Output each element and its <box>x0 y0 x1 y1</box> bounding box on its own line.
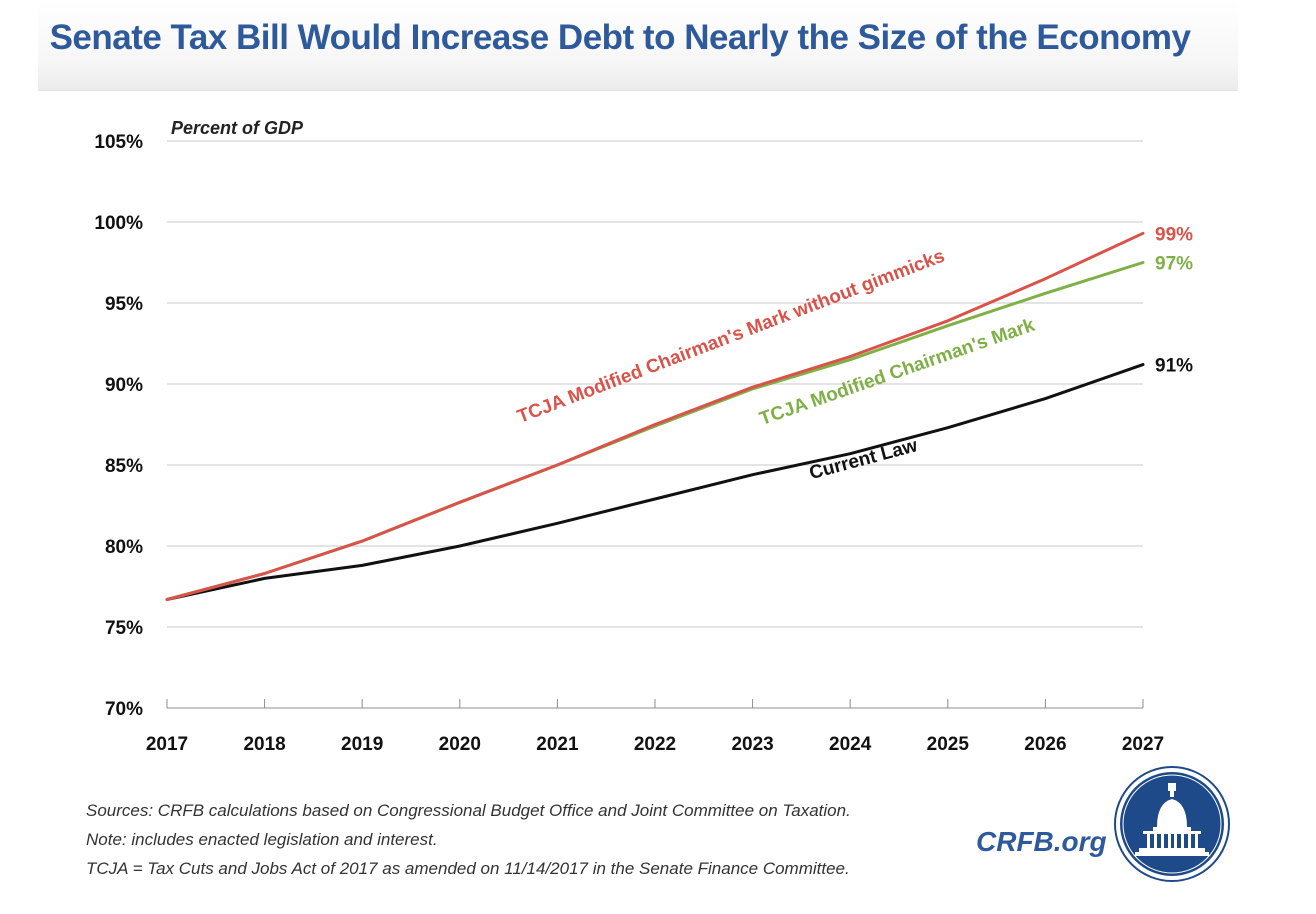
x-tick-label: 2025 <box>927 734 970 755</box>
y-tick-label: 85% <box>105 456 143 477</box>
footer-sources: Sources: CRFB calculations based on Cong… <box>86 801 851 820</box>
series-line <box>165 261 1145 601</box>
x-tick-label: 2023 <box>731 734 773 755</box>
x-tick-label: 2018 <box>243 734 285 755</box>
footer-notes: Sources: CRFB calculations based on Cong… <box>86 796 851 883</box>
y-tick-label: 100% <box>94 213 143 234</box>
x-tick-label: 2026 <box>1024 734 1066 755</box>
y-tick-label: 75% <box>105 618 143 639</box>
series-line <box>165 363 1145 601</box>
series-line <box>165 231 1145 601</box>
series-name-label: TCJA Modified Chairman's Mark without gi… <box>515 246 948 428</box>
capitol-dome-seal-icon <box>1114 766 1230 882</box>
x-tick-label: 2020 <box>439 734 481 755</box>
series-name-label: Current Law <box>807 435 920 484</box>
brand-link[interactable]: CRFB.org <box>976 826 1107 857</box>
x-tick-label: 2019 <box>341 734 383 755</box>
y-tick-label: 80% <box>105 537 143 558</box>
x-tick-label: 2024 <box>829 734 872 755</box>
y-tick-label: 90% <box>105 375 143 396</box>
y-tick-label: 105% <box>94 132 143 153</box>
chart-title: Senate Tax Bill Would Increase Debt to N… <box>49 18 1191 57</box>
y-axis-label: Percent of GDP <box>171 118 304 138</box>
x-tick-label: 2027 <box>1122 734 1164 755</box>
y-tick-label: 70% <box>105 699 143 720</box>
series-end-label: 99% <box>1155 224 1193 245</box>
x-tick-label: 2022 <box>634 734 676 755</box>
x-tick-label: 2017 <box>146 734 188 755</box>
y-tick-label: 95% <box>105 294 143 315</box>
series-end-label: 97% <box>1155 254 1193 275</box>
series-end-label: 91% <box>1155 356 1193 377</box>
footer-note: Note: includes enacted legislation and i… <box>86 830 438 849</box>
x-tick-label: 2021 <box>536 734 579 755</box>
footer-definition: TCJA = Tax Cuts and Jobs Act of 2017 as … <box>86 859 850 878</box>
line-chart: 70% 75% 80% 85% 90% 95% 100% 105% 2017 2018 2019 20… <box>94 118 1193 755</box>
title-banner <box>38 0 1238 91</box>
